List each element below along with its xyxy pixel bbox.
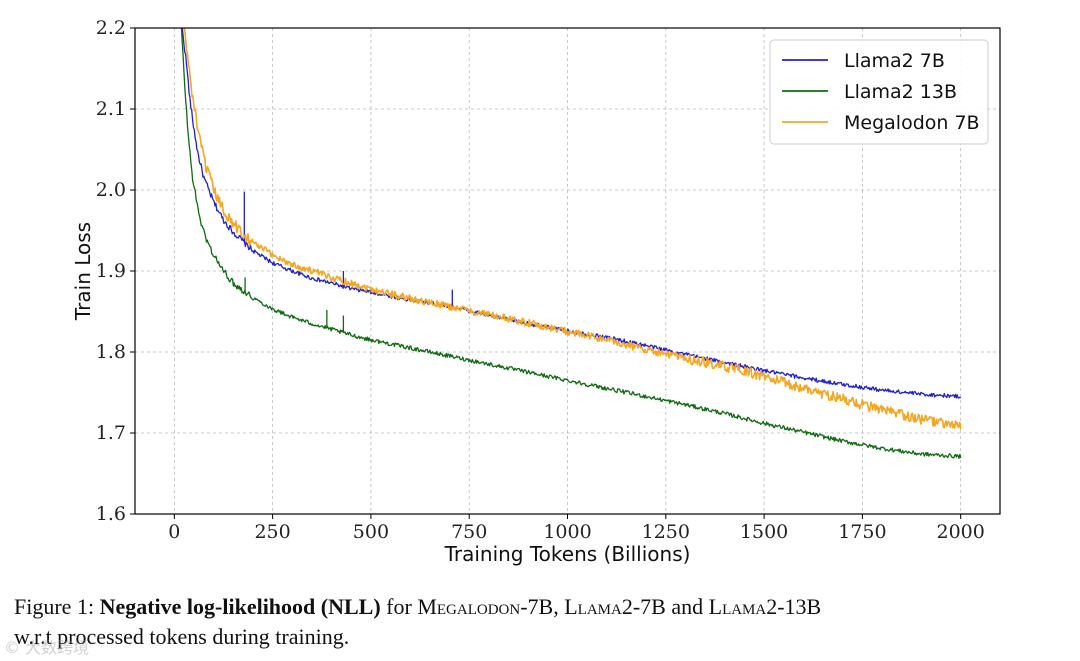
x-tick-label: 750 bbox=[451, 521, 487, 543]
legend: Llama2 7B Llama2 13B Megalodon 7B bbox=[769, 39, 989, 145]
x-tick-label: 1000 bbox=[543, 521, 591, 543]
axis-ticks: 0 250 500 750 1000 1250 1500 1750 2000 1.6 1.7 1.8 1… bbox=[96, 17, 985, 543]
caption-llama-suffix: 2-7B and bbox=[621, 594, 709, 619]
legend-label: Llama2 13B bbox=[844, 81, 957, 103]
loss-chart: 0 250 500 750 1000 1250 1500 1750 2000 1.6 1.7 1.8 1… bbox=[71, 17, 1001, 566]
caption-megalodon-suffix: -7B, bbox=[520, 594, 565, 619]
x-tick-label: 1750 bbox=[838, 521, 886, 543]
y-tick-label: 2.2 bbox=[96, 17, 126, 39]
y-tick-label: 1.7 bbox=[96, 422, 126, 444]
caption-llama-cap: L bbox=[564, 594, 578, 619]
x-tick-label: 1250 bbox=[642, 521, 690, 543]
y-tick-label: 2.1 bbox=[96, 98, 126, 120]
watermark: © 大数跨境 bbox=[4, 638, 90, 657]
caption-llama13-rest: lama bbox=[722, 594, 767, 619]
series-layer bbox=[180, 28, 962, 459]
caption-llama13-cap: L bbox=[708, 594, 723, 619]
series-line-llama2-13b bbox=[180, 28, 962, 459]
x-tick-label: 1500 bbox=[740, 521, 788, 543]
x-tick-label: 0 bbox=[168, 521, 180, 543]
figure-caption: Figure 1: Negative log-likelihood (NLL) … bbox=[14, 592, 1074, 652]
caption-line2: w.r.t processed tokens during training. bbox=[14, 624, 350, 649]
y-tick-label: 1.8 bbox=[96, 341, 126, 363]
caption-for: for bbox=[380, 594, 418, 619]
x-axis-label: Training Tokens (Billions) bbox=[444, 542, 691, 566]
caption-megalodon-rest: egalodon bbox=[436, 594, 521, 619]
legend-box bbox=[769, 39, 989, 145]
x-tick-label: 2000 bbox=[937, 521, 985, 543]
caption-llama13-suffix: 2-13B bbox=[766, 594, 822, 619]
y-axis-label: Train Loss bbox=[71, 222, 95, 321]
series-line-megalodon-7b bbox=[183, 28, 962, 430]
x-tick-label: 250 bbox=[254, 521, 290, 543]
legend-label: Megalodon 7B bbox=[844, 112, 980, 134]
caption-megalodon-cap: M bbox=[417, 594, 437, 619]
caption-prefix: Figure 1: bbox=[14, 594, 100, 619]
y-tick-label: 1.9 bbox=[96, 260, 126, 282]
y-tick-label: 1.6 bbox=[96, 503, 126, 525]
x-tick-label: 500 bbox=[353, 521, 389, 543]
legend-label: Llama2 7B bbox=[844, 50, 945, 72]
caption-llama-rest: lama bbox=[577, 594, 622, 619]
y-tick-label: 2.0 bbox=[96, 179, 126, 201]
caption-bold: Negative log-likelihood (NLL) bbox=[99, 594, 381, 619]
